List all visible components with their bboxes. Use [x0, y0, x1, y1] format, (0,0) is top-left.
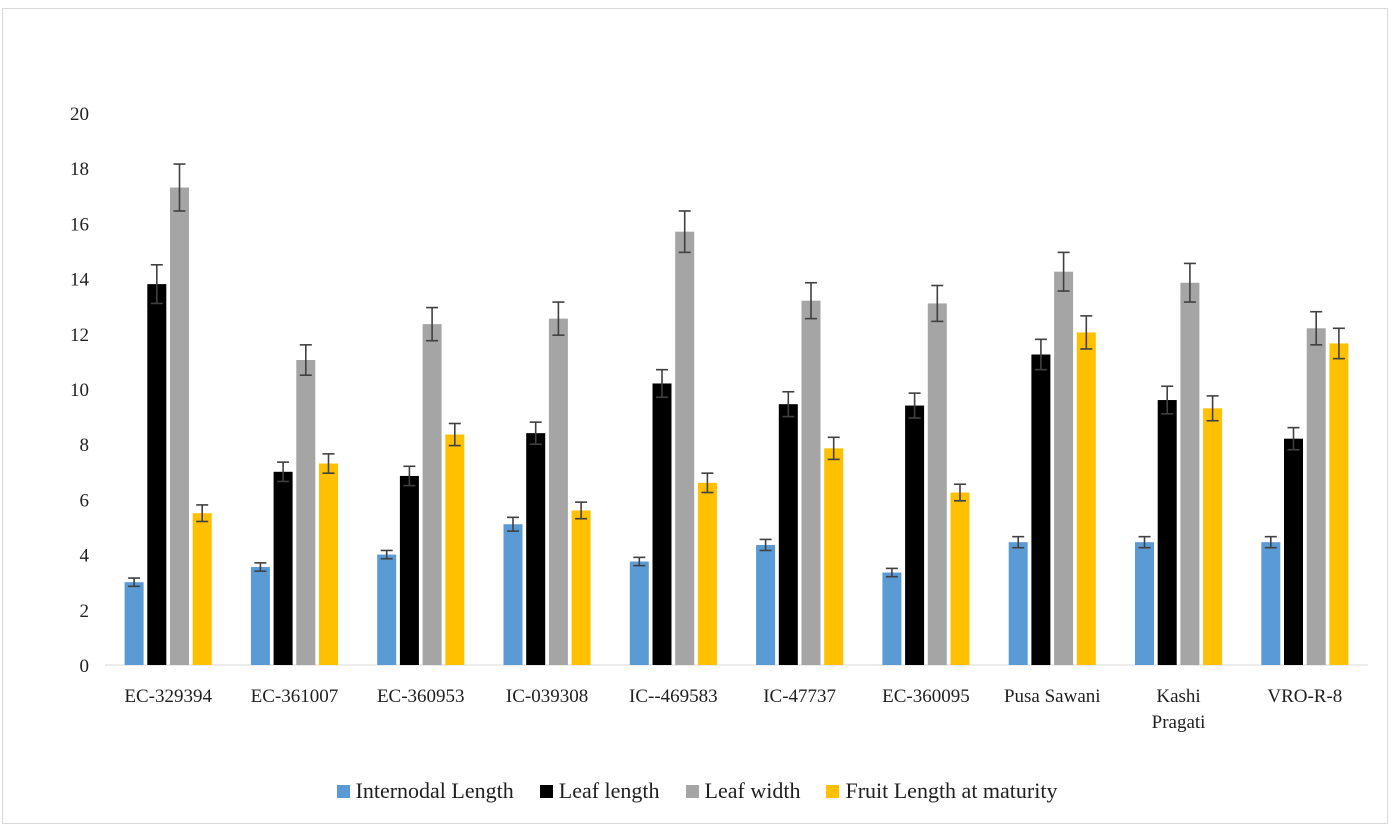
bar — [1008, 542, 1028, 665]
bar — [250, 567, 270, 665]
bar — [950, 492, 970, 665]
y-tick-label: 18 — [70, 159, 89, 180]
x-tick-label-line: IC--469583 — [629, 686, 718, 707]
bar — [905, 405, 925, 665]
x-tick-label-line: Kashi — [1156, 686, 1200, 707]
legend-label: Fruit Length at maturity — [845, 778, 1058, 803]
legend-item-leaf-length: Leaf length — [539, 778, 660, 804]
bar — [1076, 332, 1096, 665]
bar — [147, 284, 167, 665]
bar — [422, 324, 442, 665]
y-tick-label: 12 — [70, 325, 89, 346]
y-tick-label: 10 — [70, 380, 89, 401]
x-tick-label-line: Pragati — [1152, 712, 1206, 733]
bar — [296, 360, 316, 665]
y-tick-label: 16 — [70, 214, 89, 235]
y-tick-label: 6 — [80, 490, 90, 511]
legend-label: Leaf width — [704, 778, 801, 803]
bar — [273, 471, 293, 665]
x-tick-label: IC-47737 — [763, 686, 836, 707]
y-tick-label: 2 — [80, 601, 90, 622]
chart-frame — [2, 8, 1388, 824]
legend-item-fruit-length: Fruit Length at maturity — [826, 778, 1057, 804]
bar — [1203, 408, 1223, 665]
x-tick-label: Kashi Pragati — [1152, 686, 1206, 733]
bar — [124, 582, 144, 665]
bar — [192, 513, 212, 665]
legend-swatch — [539, 784, 553, 798]
bar — [675, 231, 695, 665]
y-tick-label: 14 — [70, 270, 90, 291]
bar — [756, 544, 776, 665]
bars-group — [124, 163, 1349, 665]
x-tick-label: IC--469583 — [629, 686, 718, 707]
legend-label: Internodal Length — [355, 778, 514, 803]
bar — [571, 510, 591, 665]
bar — [399, 475, 419, 665]
legend-item-leaf-width: Leaf width — [685, 778, 801, 804]
x-tick-label-line: EC-329394 — [124, 686, 212, 707]
x-tick-label-line: EC-360953 — [377, 686, 465, 707]
legend-label: Leaf length — [558, 778, 660, 803]
bar — [503, 524, 523, 665]
bar — [1284, 438, 1303, 665]
bar — [1261, 542, 1281, 665]
bar — [548, 318, 568, 665]
x-tick-label: EC-360953 — [377, 686, 465, 707]
legend-swatch — [685, 784, 699, 798]
bar — [1054, 271, 1074, 665]
x-tick-label-line: EC-360095 — [882, 686, 970, 707]
bar — [697, 482, 717, 665]
bar — [170, 187, 189, 665]
legend: Internodal Length Leaf length Leaf width… — [0, 778, 1394, 804]
x-tick-label: EC-361007 — [251, 686, 339, 707]
bar — [526, 433, 546, 665]
bar — [778, 404, 798, 665]
bar — [1031, 354, 1051, 665]
y-tick-label: 20 — [70, 104, 89, 125]
legend-swatch — [826, 784, 840, 798]
x-tick-label: Pusa Sawani — [1004, 686, 1101, 707]
x-tick-label: VRO-R-8 — [1267, 686, 1342, 707]
x-tick-label: EC-329394 — [124, 686, 212, 707]
bar — [882, 572, 902, 665]
x-axis: EC-329394 EC-361007 EC-360953 IC-039308 IC--… — [124, 686, 1342, 733]
bar — [445, 434, 465, 665]
legend-swatch — [336, 784, 350, 798]
x-tick-label: IC-039308 — [506, 686, 588, 707]
legend-item-internodal-length: Internodal Length — [336, 778, 514, 804]
bar — [652, 383, 672, 665]
x-tick-label-line: IC-47737 — [763, 686, 836, 707]
bar — [629, 561, 649, 665]
x-tick-label-line: EC-361007 — [251, 686, 339, 707]
bar — [1329, 343, 1349, 665]
y-tick-label: 0 — [80, 656, 90, 677]
x-tick-label-line: Pusa Sawani — [1004, 686, 1101, 707]
x-tick-label-line: VRO-R-8 — [1267, 686, 1342, 707]
y-tick-label: 4 — [80, 546, 90, 567]
bar — [927, 303, 947, 665]
bar — [1135, 542, 1154, 665]
bar — [319, 463, 338, 665]
y-tick-label: 8 — [80, 435, 90, 456]
bar — [1180, 282, 1200, 665]
x-tick-label: EC-360095 — [882, 686, 970, 707]
x-tick-label-line: IC-039308 — [506, 686, 588, 707]
y-axis: 0 2 4 6 8 10 12 14 16 18 20 — [70, 104, 90, 677]
bar — [1306, 328, 1326, 665]
bar — [377, 554, 397, 665]
bar — [801, 300, 821, 665]
bar — [1157, 400, 1177, 665]
bar — [824, 448, 844, 665]
